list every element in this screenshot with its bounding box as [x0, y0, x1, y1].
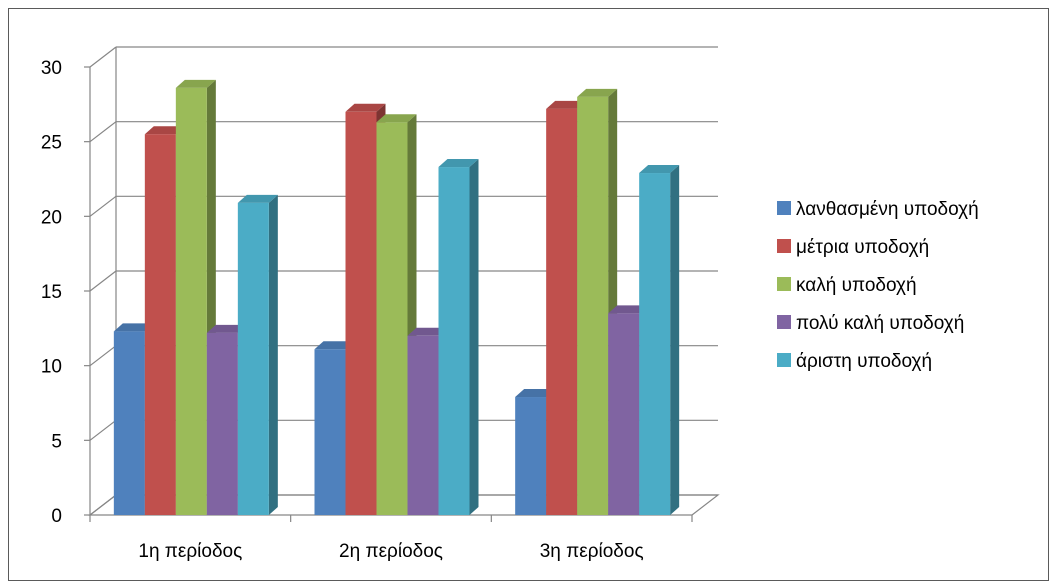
legend-item: άριστη υποδοχή	[777, 351, 932, 372]
bar-top	[438, 159, 479, 168]
y-tick-label: 10	[41, 357, 62, 378]
bar-top	[206, 324, 247, 333]
bar-front	[376, 122, 408, 516]
bar-front	[144, 134, 176, 515]
bar-top	[175, 79, 216, 88]
bar-side	[469, 159, 479, 515]
y-tick-label: 5	[51, 431, 62, 452]
bar-front	[237, 202, 269, 516]
bars	[113, 79, 680, 516]
x-axis-labels: 1η περίοδος 2η περίοδος 3η περίοδος	[89, 515, 693, 562]
x-tick-label: 3η περίοδος	[540, 541, 644, 562]
bar-side	[268, 194, 278, 516]
y-axis-labels: 0 5 10 15 20 25 30	[41, 58, 90, 527]
bar-front	[515, 397, 547, 515]
y-tick-label: 20	[41, 207, 62, 228]
bar-front	[438, 167, 470, 515]
legend-item: μέτρια υποδοχή	[777, 237, 929, 258]
bar-top	[113, 323, 154, 332]
bar-top	[144, 126, 185, 135]
gridline-wall	[89, 121, 117, 143]
x-tick-label: 1η περίοδος	[138, 541, 242, 562]
bar-top	[546, 100, 587, 109]
bar	[237, 194, 278, 516]
gridline-wall	[89, 345, 117, 367]
bar-top	[577, 88, 618, 97]
y-tick-label: 25	[41, 133, 62, 154]
legend-label: καλή υποδοχή	[796, 275, 917, 296]
bar-front	[113, 331, 145, 515]
bar-front	[314, 349, 346, 515]
legend-item: λανθασμένη υποδοχή	[777, 199, 979, 220]
bar-top	[608, 305, 649, 314]
bar-top	[515, 389, 556, 398]
legend: λανθασμένη υποδοχή μέτρια υποδοχή καλή υπο…	[777, 199, 979, 372]
legend-label: πολύ καλή υποδοχή	[796, 313, 964, 334]
legend-swatch	[777, 239, 791, 253]
bar-front	[639, 173, 671, 515]
bar	[639, 165, 680, 515]
bar-front	[345, 111, 377, 516]
y-tick-label: 0	[51, 506, 62, 527]
gridline-wall	[89, 270, 117, 292]
legend-swatch	[777, 315, 791, 329]
gridline-wall	[89, 419, 117, 441]
bar-front	[577, 96, 609, 515]
legend-label: μέτρια υποδοχή	[796, 237, 929, 258]
y-tick-label: 30	[41, 58, 62, 79]
x-tick-label: 2η περίοδος	[339, 541, 443, 562]
bar-top	[639, 165, 680, 174]
legend-label: άριστη υποδοχή	[796, 351, 932, 372]
legend-swatch	[777, 277, 791, 291]
legend-item: καλή υποδοχή	[777, 275, 917, 296]
bar-top	[407, 327, 448, 336]
bar-top	[345, 103, 386, 112]
bar	[438, 159, 479, 515]
bar-top	[237, 194, 278, 203]
legend-swatch	[777, 353, 791, 367]
bar-front	[175, 87, 207, 515]
legend-swatch	[777, 201, 791, 215]
gridline-wall	[89, 195, 117, 217]
legend-label: λανθασμένη υποδοχή	[796, 199, 979, 220]
bar-front	[206, 332, 238, 515]
bar-side	[670, 165, 680, 515]
bar-front	[608, 313, 640, 515]
bar-front	[546, 108, 578, 516]
gridline-wall	[89, 46, 117, 68]
bar-front	[407, 335, 439, 515]
legend-item: πολύ καλή υποδοχή	[777, 313, 964, 334]
bar-top	[376, 114, 417, 123]
bar-top	[314, 341, 355, 350]
y-tick-label: 15	[41, 282, 62, 303]
